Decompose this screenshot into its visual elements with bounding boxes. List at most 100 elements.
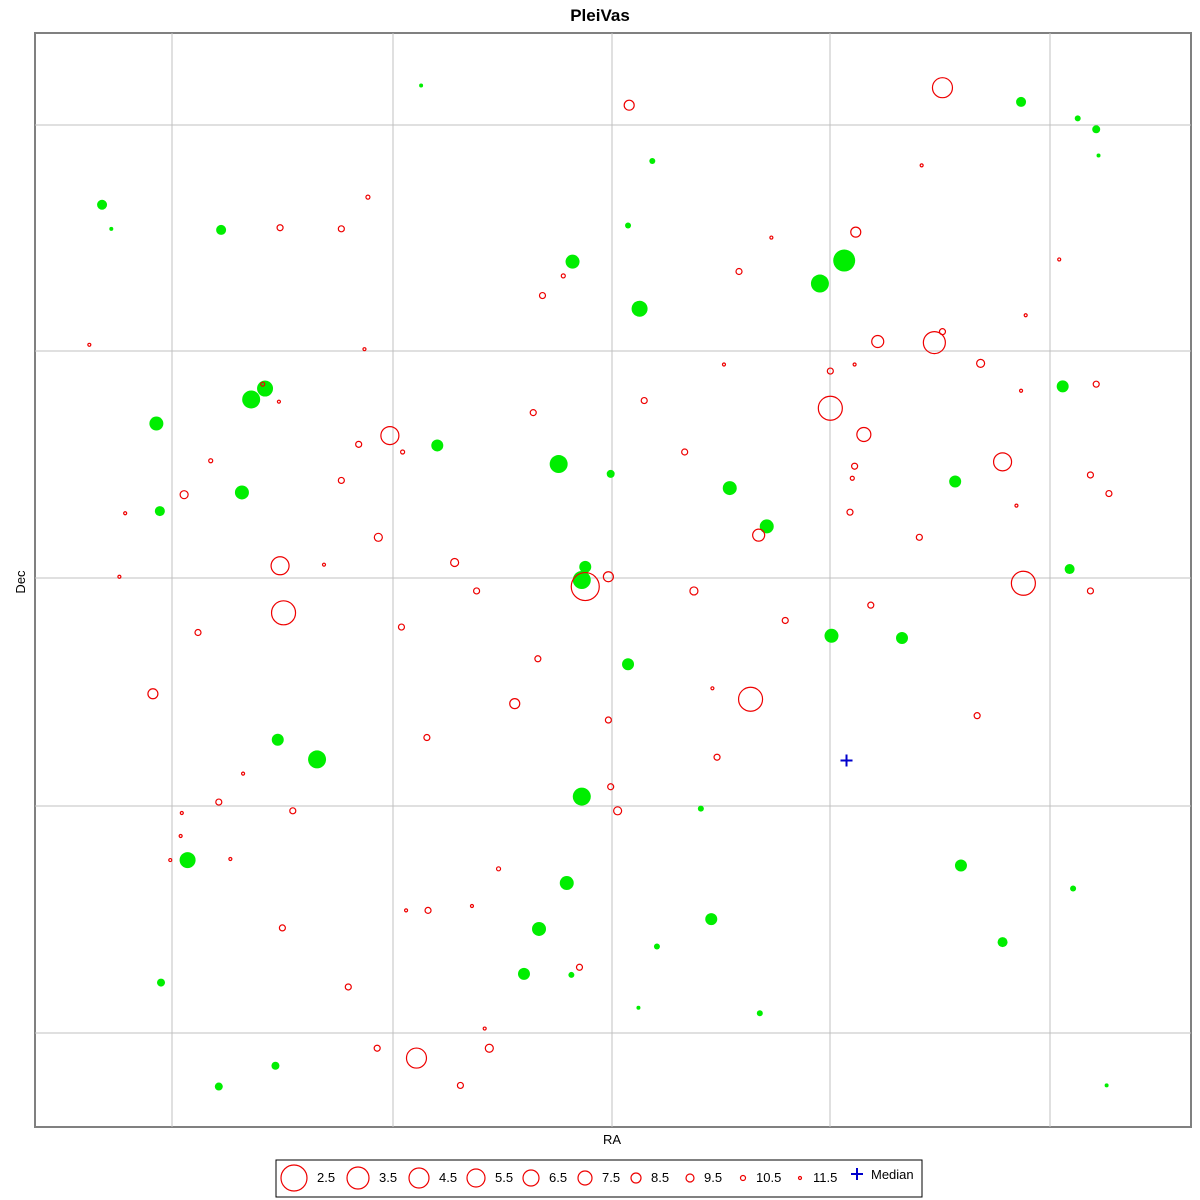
red-point [337,476,345,485]
green-point [606,469,615,478]
red-point [849,475,855,481]
red-point [270,600,297,626]
red-point [240,771,246,776]
red-point [640,396,648,405]
red-point [1057,257,1062,262]
red-point [735,267,743,276]
red-point [856,426,872,443]
green-point [271,733,284,746]
red-point [915,533,923,541]
red-point [781,616,789,625]
red-point [871,334,885,349]
green-point [216,224,227,235]
red-point [689,586,699,596]
green-point [257,380,274,397]
red-point [276,399,282,404]
red-point [992,452,1013,472]
green-point [568,971,575,978]
red-point [400,449,406,455]
green-point [572,787,591,806]
red-point [289,807,297,815]
legend-label: 10.5 [756,1170,781,1185]
green-point [97,199,108,210]
red-point [1086,471,1095,479]
legend-label: 4.5 [439,1170,457,1185]
green-point [1104,1083,1109,1088]
green-point [625,222,632,229]
green-point [1016,96,1027,107]
legend-marker [408,1167,430,1189]
red-point [260,381,266,387]
green-point [833,249,856,272]
red-point [215,798,223,806]
legend-marker [630,1172,642,1184]
green-point [653,943,660,950]
green-point [271,1061,280,1070]
legend-label: 5.5 [495,1170,513,1185]
red-point [423,733,431,742]
red-point [710,686,715,691]
legend-marker [522,1169,540,1187]
green-point [1070,885,1077,892]
legend-median-marker [851,1168,863,1180]
red-point [560,273,566,279]
y-axis-label: Dec [13,570,28,594]
red-point [270,556,290,576]
green-point [810,274,829,293]
red-point [931,77,954,99]
red-point [973,712,981,720]
red-point [117,574,122,579]
green-point [631,300,648,317]
red-point [450,557,460,568]
green-point [242,390,261,409]
red-point [623,99,635,111]
red-point [938,328,947,336]
legend-marker [466,1168,486,1188]
legend-label: 6.5 [549,1170,567,1185]
red-point [403,908,409,913]
green-point [705,913,718,926]
red-point [850,226,862,238]
red-point [373,532,383,542]
red-point [509,698,521,710]
green-series [97,83,1109,1091]
legend-label: 9.5 [704,1170,722,1185]
red-point [424,906,432,914]
red-point [851,462,859,470]
plot-frame [34,32,1192,1128]
green-point [1096,153,1101,158]
red-point [484,1043,494,1053]
green-point [157,978,166,987]
red-point [469,903,475,909]
red-point [538,291,547,300]
red-point [817,395,843,421]
legend-label: 8.5 [651,1170,669,1185]
red-point [179,490,189,500]
green-point [214,1082,223,1091]
legend-label: 3.5 [379,1170,397,1185]
red-point [278,924,286,932]
legend-marker [685,1173,695,1183]
red-point [529,409,537,417]
red-point [976,358,986,368]
legend-marker [577,1170,593,1186]
red-point [604,716,612,724]
red-point [826,367,834,375]
red-point [179,810,184,816]
green-point [1064,564,1075,575]
green-point [954,859,967,872]
legend-marker [280,1164,308,1192]
red-point [123,511,128,516]
red-point [147,688,159,700]
red-point [721,362,727,367]
green-point [431,439,444,452]
green-point [517,967,530,980]
red-point [168,857,173,863]
red-point [397,623,406,631]
red-point [208,458,214,464]
green-point [756,1010,763,1017]
median-marker-group [840,754,853,767]
legend-marker [739,1174,747,1182]
green-point [308,750,327,769]
red-point [575,963,584,971]
